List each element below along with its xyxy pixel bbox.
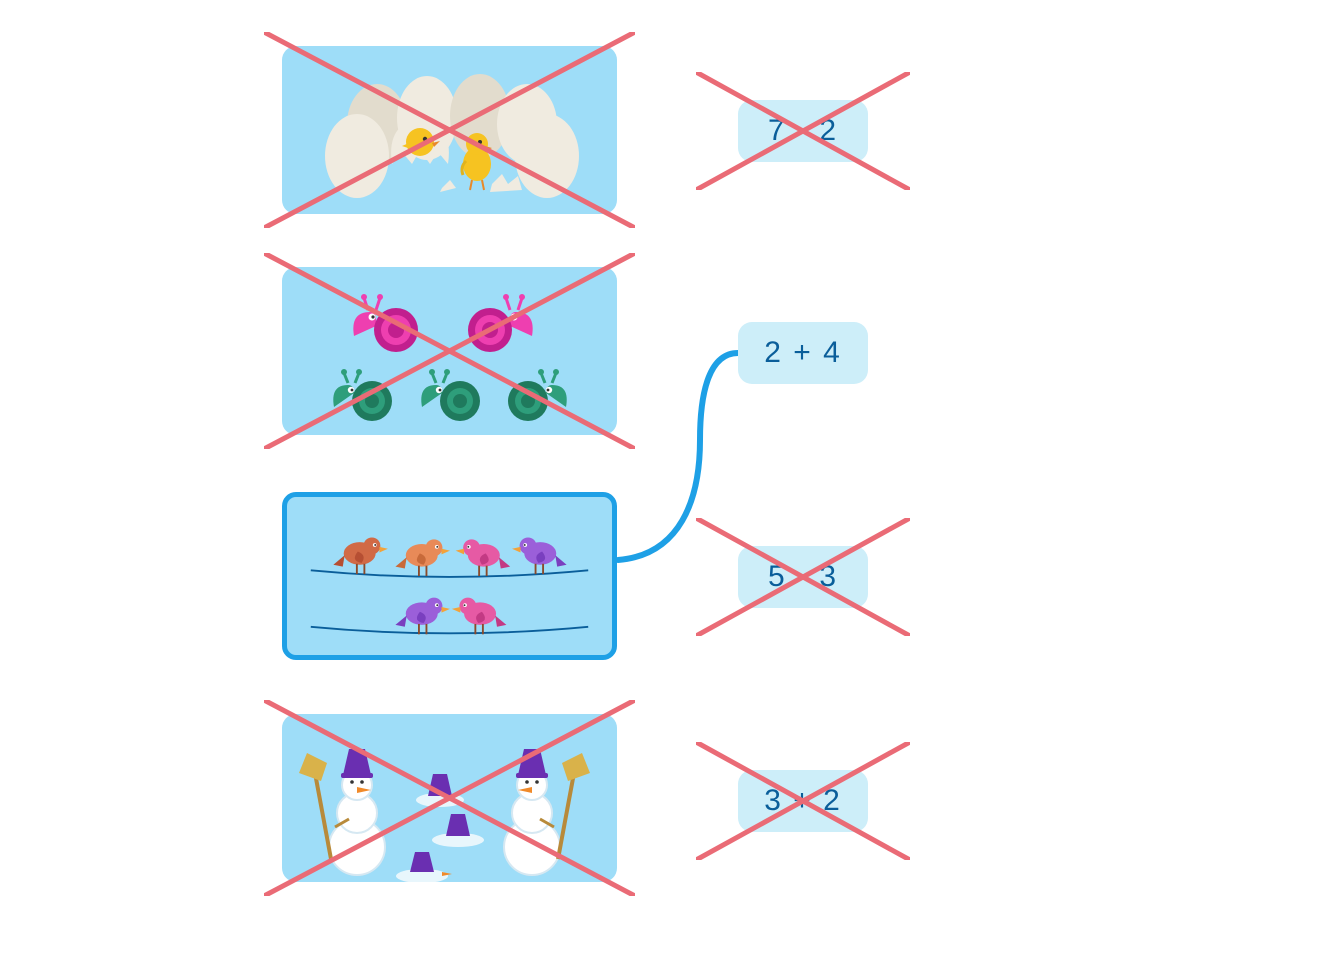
- expression-text: 2 + 4: [764, 336, 842, 370]
- expression-card-2[interactable]: 2 + 4: [738, 322, 868, 384]
- birds-illustration: [287, 497, 612, 655]
- expression-text: 3 + 2: [764, 784, 842, 818]
- snowmen-illustration: [282, 714, 617, 882]
- picture-card-snowmen[interactable]: [282, 714, 617, 882]
- expression-card-3[interactable]: 5 - 3: [738, 546, 868, 608]
- eggs-illustration: [282, 46, 617, 214]
- connector-line: [0, 0, 1321, 976]
- snails-illustration: [282, 267, 617, 435]
- expression-text: 5 - 3: [768, 560, 838, 594]
- picture-card-birds[interactable]: [282, 492, 617, 660]
- expression-text: 7 - 2: [768, 114, 838, 148]
- picture-card-snails[interactable]: [282, 267, 617, 435]
- expression-card-4[interactable]: 3 + 2: [738, 770, 868, 832]
- picture-card-eggs[interactable]: [282, 46, 617, 214]
- expression-card-1[interactable]: 7 - 2: [738, 100, 868, 162]
- matching-exercise: 7 - 2 2 + 4 5 - 3 3 + 2: [0, 0, 1321, 976]
